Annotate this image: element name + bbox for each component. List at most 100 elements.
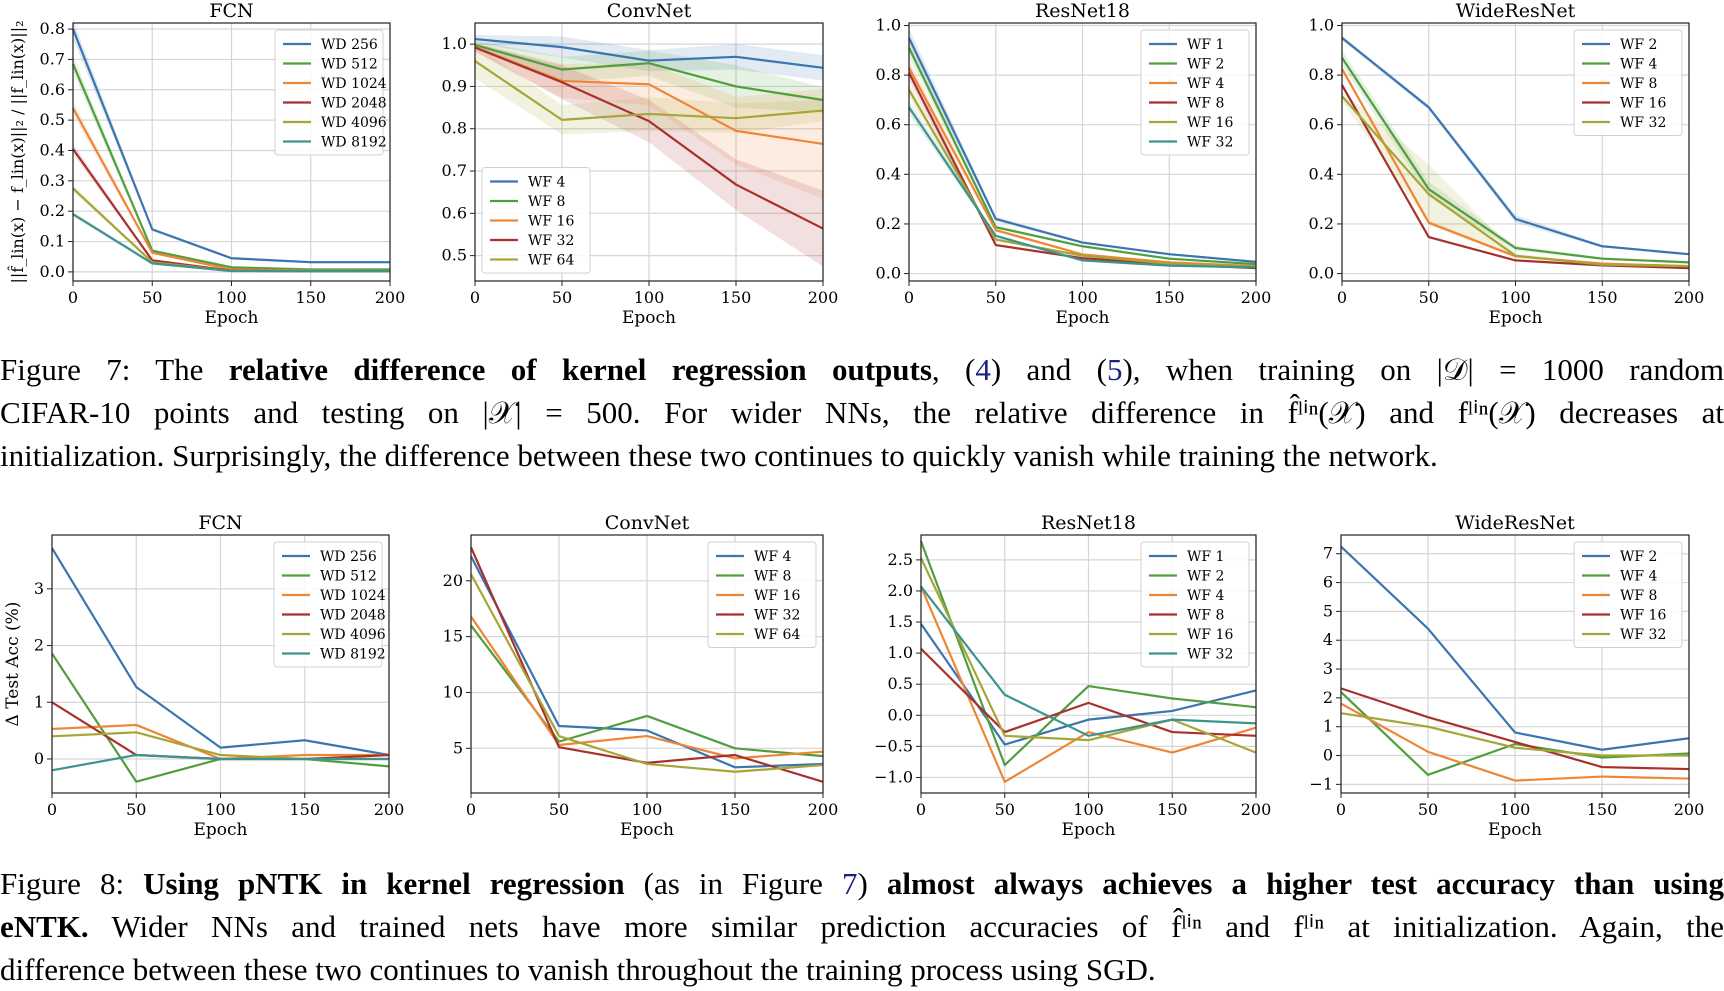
x-tick-label: 150	[1154, 288, 1185, 307]
caption-text: The	[130, 352, 229, 387]
y-tick-label: 0.4	[40, 140, 65, 159]
y-tick-label: 0.2	[876, 214, 901, 233]
x-tick-label: 100	[632, 800, 663, 819]
legend-box	[707, 541, 817, 648]
legend-label: WF 4	[1187, 588, 1225, 604]
y-tick-label: 1	[1323, 717, 1333, 736]
series-line-wd-256	[71, 28, 390, 264]
y-tick-label: 1.5	[888, 612, 913, 631]
x-tick-label: 50	[995, 800, 1015, 819]
series-line-wf-16	[908, 89, 1257, 268]
caption-text: (as in Figure	[624, 866, 842, 901]
x-axis-label: Epoch	[1489, 308, 1543, 328]
y-axis-label: ||f̂_lin(x) − f_lin(x)||₂ / ||f_lin(x)||…	[8, 21, 27, 284]
legend-box	[1140, 541, 1250, 668]
y-axis-label: Δ Test Acc (%)	[3, 602, 23, 727]
confidence-band	[1342, 50, 1689, 264]
x-tick-label: 200	[1674, 288, 1705, 307]
legend-box	[273, 541, 383, 668]
legend-label: WF 2	[1187, 57, 1224, 73]
y-tick-label: 5	[453, 738, 463, 757]
legend-label: WF 32	[1620, 115, 1666, 131]
fig7-wideresnet-panel: 0 50 100 150 200 0.0 0.2 0.4 0.6 0.8 1.0 WideResNet…	[1309, 0, 1705, 328]
x-tick-label: 150	[1587, 800, 1618, 819]
x-tick-label: 100	[205, 800, 236, 819]
series-line-wf-2	[1340, 545, 1690, 751]
series-line-wf-16	[1340, 687, 1690, 771]
equation-ref-link[interactable]: 5	[1106, 352, 1123, 387]
legend-label: WF 64	[528, 253, 574, 269]
x-tick-label: 150	[1157, 800, 1188, 819]
x-tick-label: 50	[986, 288, 1006, 307]
y-tick-label: 5	[1323, 601, 1333, 620]
figure-ref-link[interactable]: 7	[841, 866, 858, 901]
x-axis-label: Epoch	[620, 820, 674, 840]
x-tick-label: 0	[470, 288, 480, 307]
x-tick-label: 50	[1418, 800, 1438, 819]
legend-label: WF 32	[1620, 627, 1666, 643]
fig8-fcn-panel: 0 50 100 150 200 0 1 2 3 FCN Epoch Δ Test Acc (%) WD…	[3, 512, 404, 840]
x-tick-label: 200	[808, 288, 839, 307]
legend-label: WF 2	[1620, 37, 1657, 53]
x-tick-label: 0	[904, 288, 914, 307]
legend-label: WF 2	[1187, 569, 1224, 585]
series-line-wd-8192	[72, 213, 390, 273]
y-tick-label: 0.6	[876, 115, 901, 134]
legend-label: WF 8	[1187, 96, 1224, 112]
y-tick-label: 0.6	[1309, 115, 1334, 134]
x-axis-label: Epoch	[205, 308, 259, 328]
y-tick-label: 0.1	[40, 232, 65, 251]
legend-label: WF 1	[1187, 37, 1224, 53]
legend-label: WD 2048	[321, 96, 387, 112]
legend-label: WF 8	[1187, 608, 1224, 624]
x-tick-label: 150	[295, 288, 326, 307]
series-line-wf-64	[470, 573, 824, 773]
caption-line: initialization. Surprisingly, the differ…	[0, 438, 1438, 473]
x-tick-label: 50	[1419, 288, 1439, 307]
y-tick-label: −1	[1309, 774, 1333, 793]
y-tick-label: 2.0	[888, 581, 913, 600]
y-tick-label: 0.0	[1309, 264, 1334, 283]
x-tick-label: 0	[1336, 800, 1346, 819]
caption-text: Wider NNs and trained nets have more sim…	[88, 909, 1724, 944]
y-tick-label: 1.0	[876, 15, 901, 34]
series-line-wf-4	[474, 37, 824, 69]
chart-title: ResNet18	[1041, 512, 1136, 534]
equation-ref-link[interactable]: 4	[975, 352, 991, 387]
y-tick-label: 0.8	[1309, 65, 1334, 84]
confidence-band	[475, 40, 823, 113]
y-tick-label: 0.2	[1309, 214, 1334, 233]
legend: WF 4 WF 8 WF 16 WF 32 WF 64	[707, 541, 817, 648]
x-tick-label: 100	[1073, 800, 1104, 819]
fig8-wideresnet-panel: 0 50 100 150 200−101234567WideResNetEpochWF …	[1309, 512, 1704, 840]
y-tick-label: 0.6	[40, 80, 65, 99]
series-line-wf-1	[908, 37, 1257, 263]
caption-bold-text: almost always achieves a higher test acc…	[886, 866, 1724, 901]
x-tick-label: 200	[374, 800, 405, 819]
x-tick-label: 100	[1067, 288, 1098, 307]
series-line-wd-8192	[51, 753, 389, 772]
series-line-wf-64	[474, 60, 824, 121]
x-tick-label: 0	[1337, 288, 1347, 307]
confidence-band	[475, 43, 823, 267]
legend-label: WF 8	[754, 569, 791, 585]
y-tick-label: 0.0	[876, 264, 901, 283]
figure-7-caption: Figure 7: The relative difference of ker…	[0, 348, 1724, 477]
series-line-wf-8	[474, 43, 824, 102]
x-tick-label: 0	[47, 800, 57, 819]
chart-title: WideResNet	[1455, 512, 1575, 534]
legend: WD 256 WD 512 WD 1024 WD 2048 WD 4096 WD 8192	[274, 29, 387, 156]
series-line-wf-32	[920, 585, 1257, 737]
legend-label: WF 4	[1187, 76, 1225, 92]
y-tick-label: 0.2	[40, 201, 65, 220]
y-tick-label: 0.5	[888, 674, 913, 693]
chart-title: FCN	[209, 0, 253, 22]
chart-title: ConvNet	[605, 512, 690, 534]
caption-line: Figure 8: Using pNTK in kernel regressio…	[0, 862, 1724, 905]
x-tick-label: 200	[1674, 800, 1705, 819]
x-tick-label: 50	[552, 288, 572, 307]
legend-label: WF 4	[528, 175, 566, 191]
y-tick-label: 6	[1323, 573, 1333, 592]
series-line-wf-32	[1340, 712, 1689, 757]
legend-label: WF 16	[528, 214, 574, 230]
